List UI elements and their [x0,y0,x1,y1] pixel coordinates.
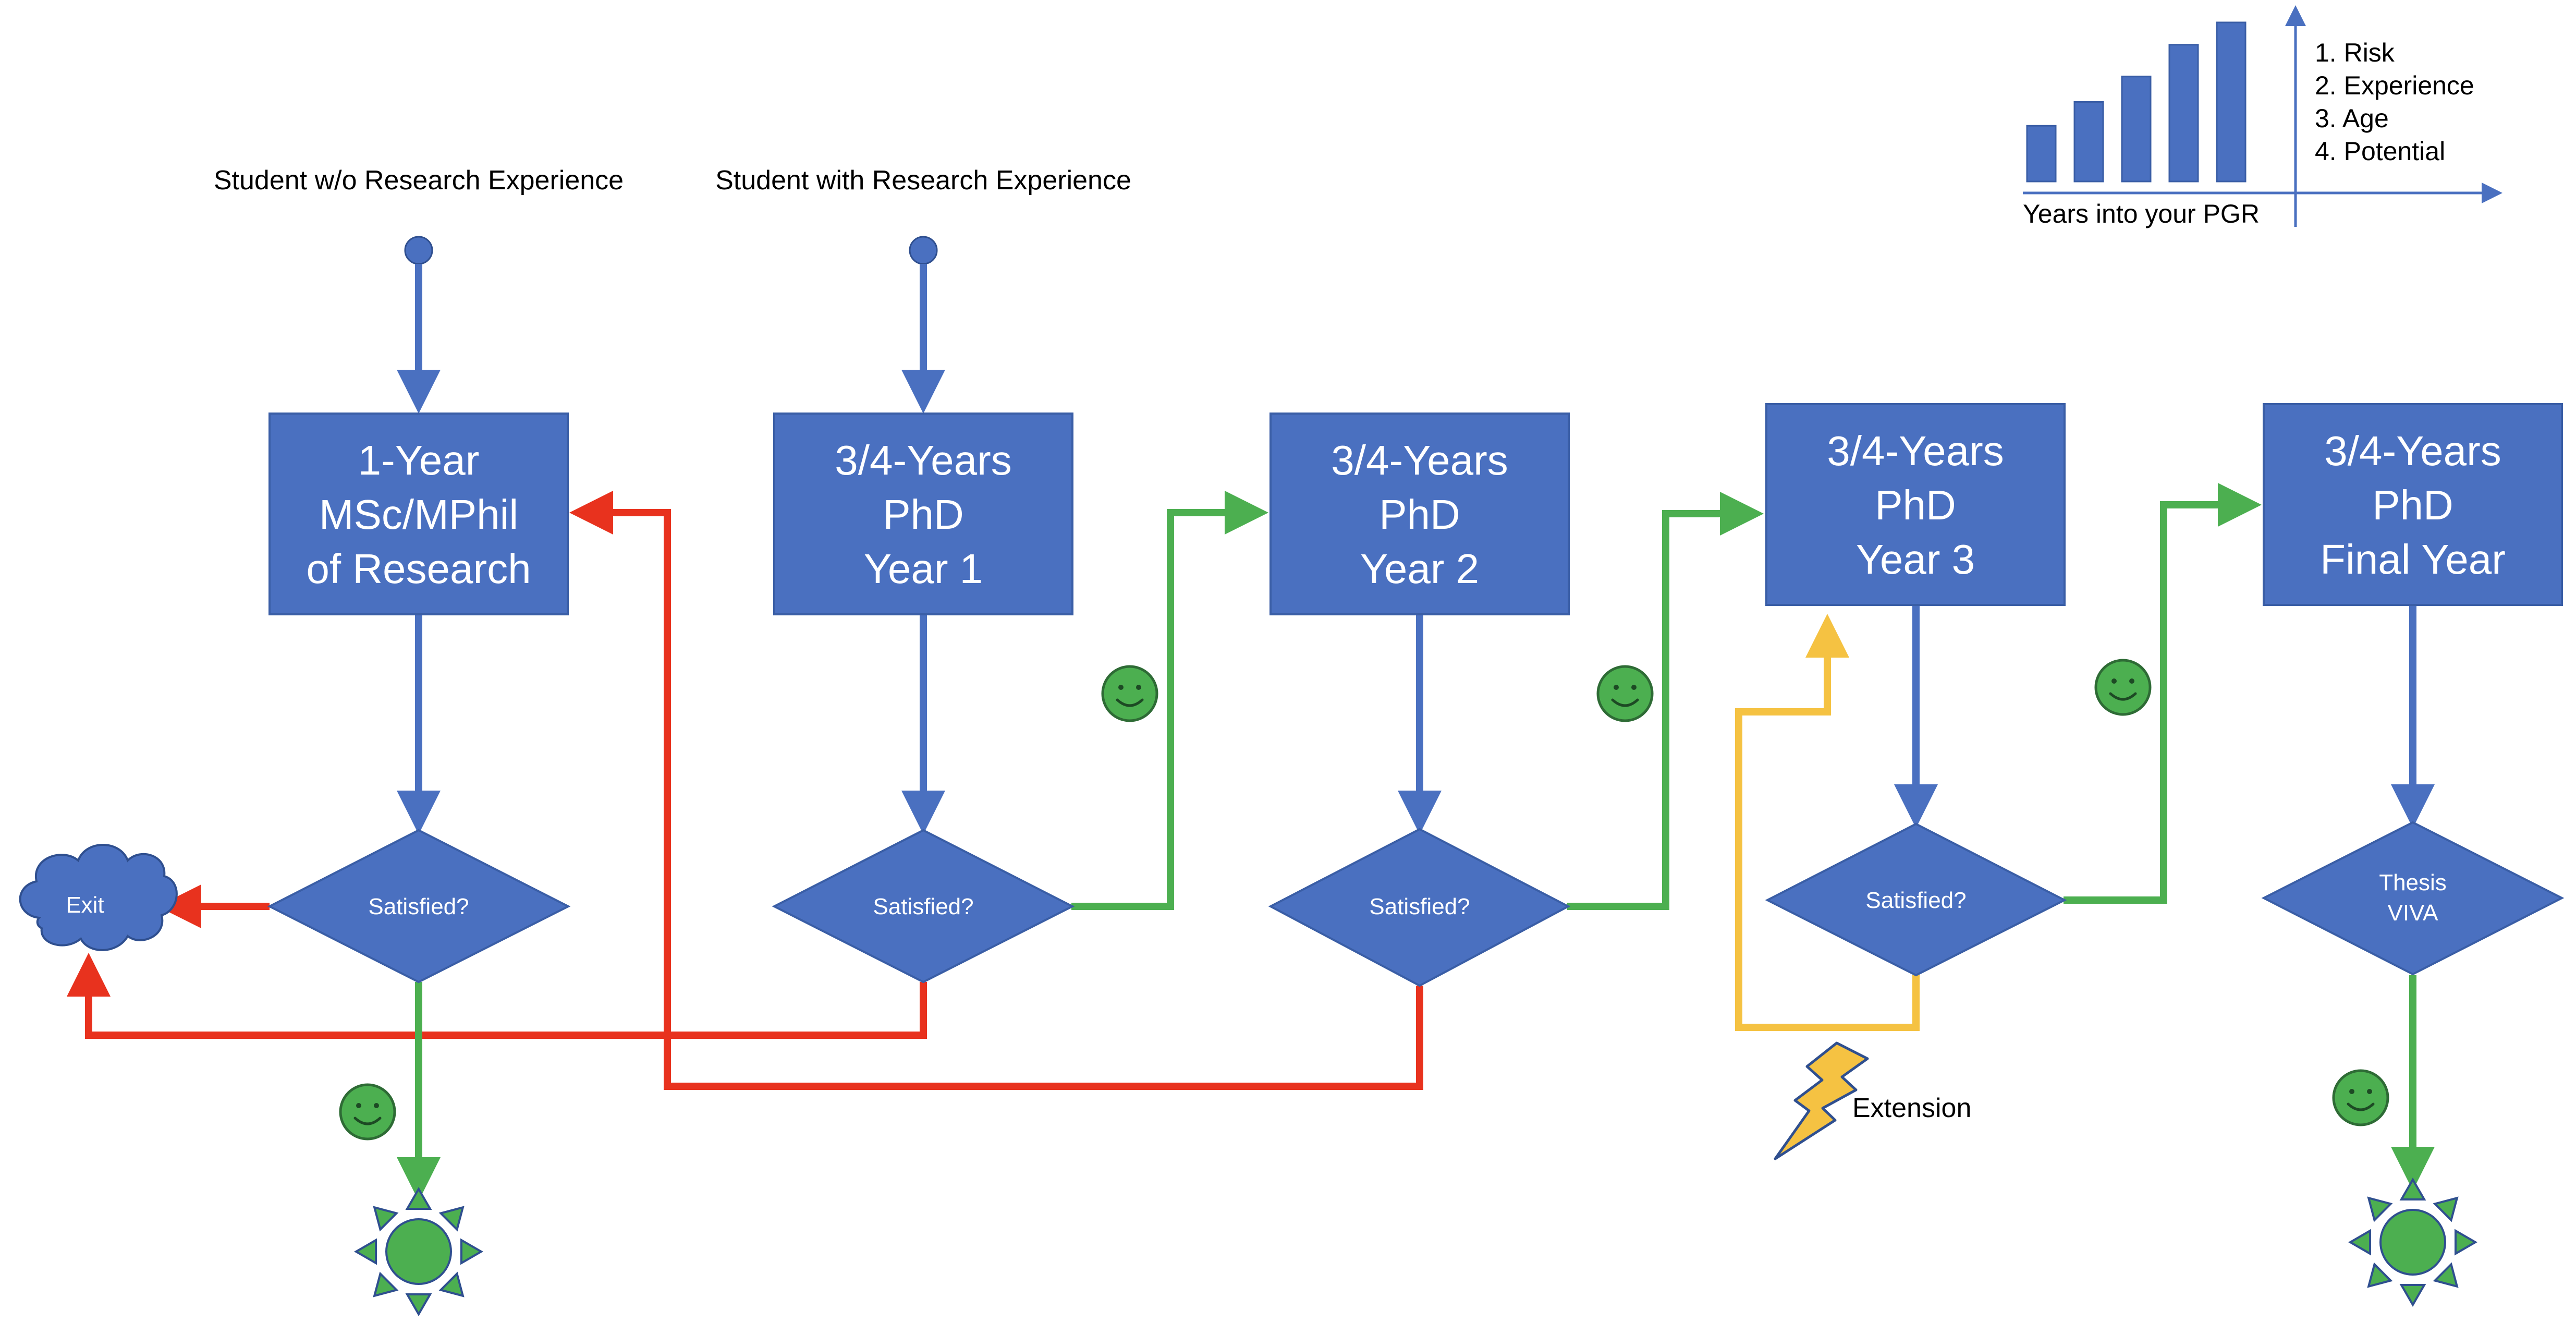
legend-item-risk: 1. Risk [2315,38,2395,67]
start-label-no-research: Student w/o Research Experience [214,165,624,196]
decision-viva: Thesis VIVA [2261,821,2565,976]
box-year1-line1: 3/4-Years [835,437,1012,483]
legend: 1. Risk 2. Experience 3. Age 4. Potentia… [2023,5,2502,228]
exit-label: Exit [66,892,104,918]
box-year3-line1: 3/4-Years [1827,428,2004,474]
smiley-icon-viva [2332,1069,2389,1126]
legend-axis-label: Years into your PGR [2023,199,2260,228]
red-year2-to-msc [569,491,1423,1090]
decision-year1: Satisfied? [772,829,1075,984]
green-year1-to-year2 [1071,491,1268,910]
legend-bar [2216,21,2247,183]
box-msc-line3: of Research [306,545,531,592]
sun-icon-msc [354,1187,483,1316]
box-final-line1: 3/4-Years [2324,428,2501,474]
box-msc-line2: MSc/MPhil [319,491,518,538]
smiley-icon-year3 [2094,659,2152,716]
yellow-extension-loop [1735,614,1920,1031]
exit-cloud-icon: Exit [19,844,178,951]
green-year3-to-final [2064,483,2262,904]
decision-year3: Satisfied? [1765,822,2067,977]
decision-msc: Satisfied? [267,829,571,984]
box-year3-line3: Year 3 [1856,536,1975,583]
decision-year2-text: Satisfied? [1369,894,1470,919]
box-msc-line1: 1-Year [358,437,480,483]
green-year2-to-year3 [1567,492,1764,910]
red-year1-to-exit [67,953,927,1039]
smiley-icon-msc [339,1083,396,1141]
extension-label: Extension [1852,1093,1971,1123]
legend-bar [2026,125,2057,183]
box-year3-line2: PhD [1875,482,1956,528]
box-final: 3/4-Years PhD Final Year [2263,403,2563,606]
box-year3: 3/4-Years PhD Year 3 [1765,403,2066,606]
box-final-line3: Final Year [2320,536,2506,583]
decision-year2: Satisfied? [1268,828,1571,987]
box-year1: 3/4-Years PhD Year 1 [773,413,1073,615]
start-dot-no-research [404,236,433,265]
start-label-with-research: Student with Research Experience [715,165,1131,196]
legend-item-experience: 2. Experience [2315,71,2474,100]
legend-bar [2168,44,2199,183]
box-year1-line2: PhD [883,491,964,538]
box-year2: 3/4-Years PhD Year 2 [1269,413,1570,615]
decision-year3-text: Satisfied? [1865,888,1966,913]
sun-icon-viva [2348,1178,2477,1307]
legend-bars [2026,21,2247,183]
smiley-icon-year1 [1101,665,1158,722]
lightning-icon [1774,1041,1869,1160]
decision-msc-text: Satisfied? [368,894,469,919]
legend-bar [2073,101,2104,183]
legend-item-potential: 4. Potential [2315,137,2445,166]
legend-item-age: 3. Age [2315,104,2389,133]
box-year2-line3: Year 2 [1360,545,1479,592]
box-msc: 1-Year MSc/MPhil of Research [268,413,569,615]
start-dot-with-research [909,236,938,265]
smiley-icon-year2 [1596,665,1654,722]
box-year2-line1: 3/4-Years [1331,437,1508,483]
box-final-line2: PhD [2372,482,2453,528]
box-year1-line3: Year 1 [864,545,983,592]
decision-viva-line2: VIVA [2387,900,2438,926]
decision-year1-text: Satisfied? [873,894,973,919]
decision-viva-line1: Thesis [2379,870,2447,895]
box-year2-line2: PhD [1379,491,1460,538]
legend-bar [2121,76,2152,183]
